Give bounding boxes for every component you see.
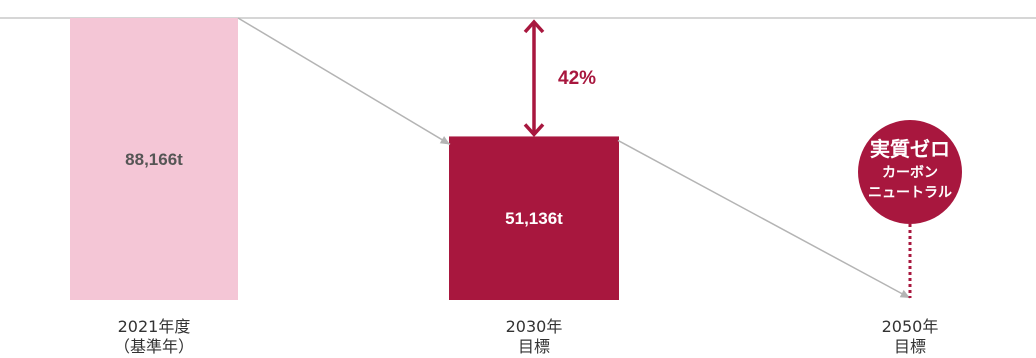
reduction-arrow-head-top [523, 19, 545, 34]
bar-2021 [70, 18, 238, 300]
trend-line-2021-2030 [237, 17, 451, 146]
category-sublabel-2050: 目標 [894, 337, 926, 356]
bar-value-label-2030: 51,136t [505, 209, 563, 228]
badge-text-line-2: カーボン [882, 165, 938, 181]
category-label-2030: 2030年 [506, 317, 563, 336]
category-sublabel-2021: （基準年） [114, 337, 194, 356]
category-label-2050: 2050年 [882, 317, 939, 336]
badge-text-line-3: ニュートラル [868, 185, 952, 201]
reduction-arrow [523, 19, 545, 138]
reduction-percent-label: 42% [558, 68, 596, 89]
bar-value-label-2021: 88,166t [125, 150, 183, 169]
badge-text-line-1: 実質ゼロ [870, 137, 950, 161]
reduction-arrow-head-bottom [523, 123, 545, 138]
category-sublabel-2030: 目標 [518, 337, 550, 356]
bar-2030 [449, 136, 619, 300]
category-label-2021: 2021年度 [118, 317, 191, 336]
net-zero-badge [858, 120, 962, 224]
trend-line-2030-2050 [617, 139, 911, 299]
